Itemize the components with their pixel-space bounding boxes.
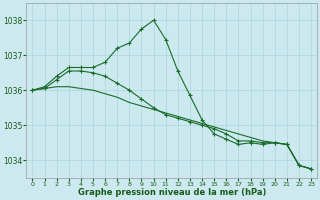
X-axis label: Graphe pression niveau de la mer (hPa): Graphe pression niveau de la mer (hPa) <box>77 188 266 197</box>
